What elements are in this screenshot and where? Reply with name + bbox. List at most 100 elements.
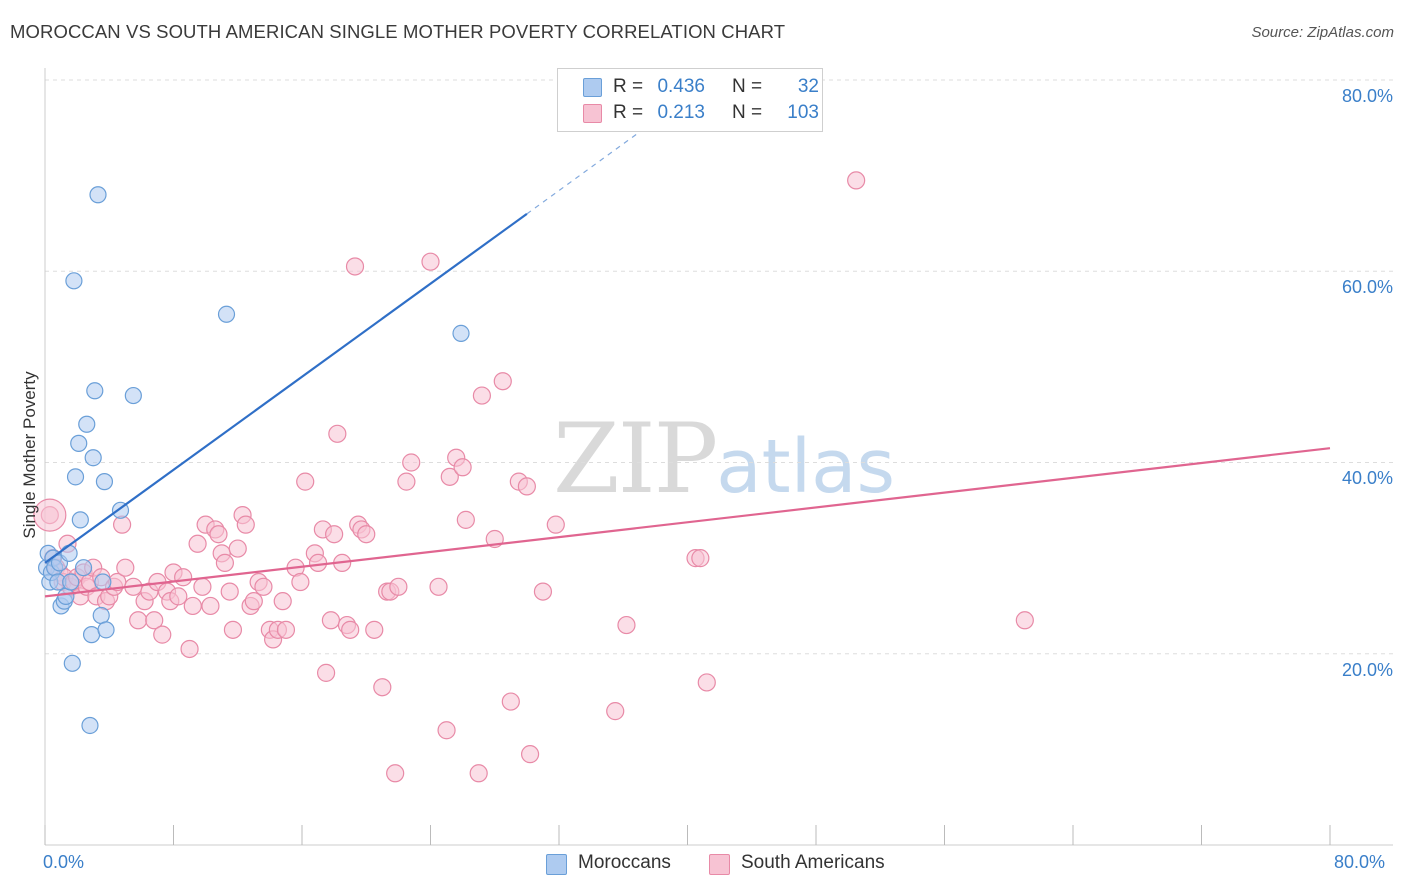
data-point	[617, 615, 636, 635]
data-point	[316, 663, 336, 682]
data-point	[74, 559, 93, 577]
data-point	[78, 415, 96, 433]
trend-line-south-americans	[44, 447, 1331, 598]
data-point	[1015, 611, 1034, 630]
data-point	[193, 577, 212, 596]
data-point	[440, 467, 459, 486]
data-point	[169, 587, 188, 606]
data-point	[469, 764, 488, 783]
y-axis-label: Single Mother Poverty	[20, 371, 39, 539]
legend-swatch	[583, 104, 602, 123]
data-point	[437, 721, 456, 740]
r-label: R =	[613, 76, 644, 97]
data-point	[81, 716, 99, 735]
legend-swatch	[583, 78, 602, 97]
data-point	[291, 572, 310, 592]
chart-title: MOROCCAN VS SOUTH AMERICAN SINGLE MOTHER…	[10, 21, 786, 42]
data-point	[62, 573, 80, 591]
data-point	[57, 587, 75, 605]
data-point	[60, 544, 78, 562]
chart-source: Source: ZipAtlas.com	[1251, 24, 1394, 41]
r-value: 0.436	[657, 76, 705, 97]
data-point	[254, 577, 273, 596]
data-point	[456, 510, 475, 529]
data-point	[116, 558, 135, 577]
watermark-atlas: atlas	[716, 424, 896, 510]
data-point	[94, 573, 112, 591]
data-point	[341, 620, 360, 639]
data-point	[321, 611, 341, 630]
data-point	[533, 582, 553, 601]
data-point	[129, 611, 148, 630]
data-point	[386, 764, 405, 783]
data-point	[273, 592, 292, 611]
data-point	[691, 549, 710, 568]
data-point	[236, 515, 255, 534]
data-point	[472, 386, 491, 405]
data-point	[357, 525, 376, 544]
data-point	[520, 745, 540, 764]
data-point	[402, 453, 421, 472]
watermark-zip: ZIP	[553, 403, 718, 515]
data-point	[180, 639, 199, 659]
n-label: N =	[732, 102, 763, 123]
y-tick-label: 40.0%	[1341, 468, 1393, 488]
data-point	[95, 473, 114, 491]
data-point	[97, 621, 115, 639]
data-point	[328, 424, 347, 443]
x-tick-label: 0.0%	[43, 852, 85, 872]
data-point	[89, 186, 107, 204]
data-point	[65, 272, 83, 290]
n-value: 103	[787, 102, 819, 123]
data-point	[63, 654, 81, 672]
data-point	[223, 620, 243, 639]
data-point	[215, 553, 234, 573]
y-tick-label: 20.0%	[1341, 660, 1393, 680]
data-point	[86, 382, 104, 400]
data-point	[847, 171, 866, 190]
legend-label: South Americans	[741, 852, 885, 873]
y-tick-label: 60.0%	[1341, 277, 1393, 297]
data-point	[325, 525, 344, 544]
data-point	[397, 472, 416, 491]
trend-line-moroccans	[44, 212, 528, 564]
r-value: 0.213	[657, 102, 705, 123]
data-point	[276, 620, 296, 639]
data-point	[183, 596, 202, 616]
trend-line-moroccans-extension	[526, 96, 688, 215]
data-point	[145, 611, 164, 630]
zipatlas-watermark: ZIPatlas	[553, 403, 895, 515]
data-point	[228, 539, 247, 558]
data-point	[66, 468, 85, 486]
legend-swatch	[546, 854, 567, 875]
data-point	[201, 596, 220, 616]
data-point	[365, 620, 384, 639]
data-point	[220, 582, 239, 601]
data-point	[217, 305, 236, 323]
data-point	[421, 252, 440, 271]
correlation-legend: R = 0.436 N = 32 R = 0.213 N = 103	[557, 68, 823, 132]
y-tick-label: 80.0%	[1341, 86, 1393, 106]
data-point	[70, 434, 88, 452]
n-value: 32	[797, 76, 819, 97]
data-point	[296, 472, 315, 491]
n-label: N =	[732, 76, 763, 97]
data-point	[209, 525, 228, 544]
legend-label: Moroccans	[578, 852, 671, 873]
data-point	[493, 372, 512, 391]
data-point	[188, 534, 207, 553]
data-point	[373, 678, 392, 697]
data-point	[82, 626, 101, 644]
data-point	[153, 625, 172, 644]
data-point	[389, 577, 408, 596]
data-point	[452, 324, 470, 343]
data-point	[546, 515, 565, 534]
data-point	[429, 577, 448, 596]
r-label: R =	[613, 102, 644, 123]
data-point	[308, 553, 328, 573]
data-point	[244, 592, 263, 611]
data-point	[124, 386, 142, 405]
data-point	[84, 449, 102, 467]
data-point	[33, 498, 67, 532]
data-point	[697, 673, 716, 692]
